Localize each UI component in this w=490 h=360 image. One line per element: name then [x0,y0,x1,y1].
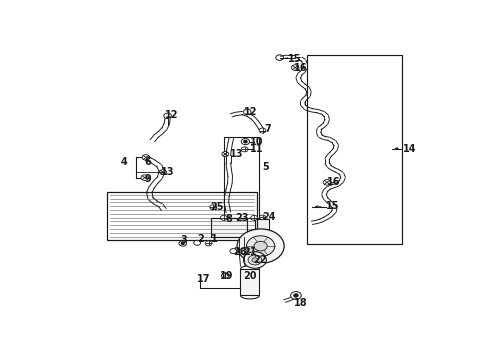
Text: 12: 12 [165,110,178,120]
Circle shape [252,258,258,262]
Circle shape [142,155,150,160]
Text: 15: 15 [288,54,302,64]
Circle shape [259,128,266,133]
Text: 20: 20 [243,271,256,281]
Circle shape [160,170,167,175]
Text: 13: 13 [229,149,243,159]
Circle shape [292,65,299,70]
Text: 15: 15 [326,201,340,211]
Text: 25: 25 [210,202,223,212]
Circle shape [241,147,248,152]
Bar [211,219,247,237]
Circle shape [220,215,227,220]
Bar [241,269,260,296]
Circle shape [244,109,251,115]
Text: 14: 14 [403,144,416,153]
Circle shape [164,113,171,118]
Circle shape [141,175,148,180]
Text: 6: 6 [145,157,151,167]
Circle shape [179,240,187,246]
Text: 8: 8 [225,214,232,224]
Text: 26: 26 [233,247,246,257]
Circle shape [244,252,267,268]
Circle shape [222,152,229,157]
Circle shape [246,236,275,256]
Text: 23: 23 [235,213,249,224]
Circle shape [181,242,184,244]
Circle shape [294,294,298,297]
Circle shape [205,241,212,246]
Text: 10: 10 [250,136,264,147]
Text: 5: 5 [262,162,269,172]
Bar [224,138,259,218]
Circle shape [248,255,262,265]
Text: 16: 16 [327,177,341,187]
Circle shape [254,241,267,251]
Circle shape [221,273,229,278]
Text: 4: 4 [121,157,128,167]
Text: 18: 18 [294,298,307,308]
Circle shape [241,139,249,145]
Circle shape [230,249,237,253]
Text: 16: 16 [294,63,307,73]
Text: 24: 24 [263,212,276,222]
Text: 1: 1 [211,234,218,244]
Bar [255,219,270,235]
Text: 2: 2 [197,234,204,244]
Text: 9: 9 [144,174,151,184]
Text: 11: 11 [250,144,264,154]
Text: 3: 3 [181,235,188,245]
Text: 22: 22 [253,255,267,265]
Text: 17: 17 [197,274,211,284]
Circle shape [291,292,301,299]
Text: 7: 7 [265,124,271,134]
Circle shape [244,140,247,143]
Text: 21: 21 [243,247,256,257]
Text: 19: 19 [220,271,234,281]
Text: 12: 12 [245,107,258,117]
Circle shape [260,215,266,220]
Text: 13: 13 [161,167,174,177]
Circle shape [194,240,200,245]
Bar [307,55,401,244]
Circle shape [323,180,331,185]
Circle shape [237,229,284,263]
Circle shape [210,205,217,210]
Circle shape [251,215,258,220]
Bar [107,192,257,240]
Circle shape [239,249,246,253]
